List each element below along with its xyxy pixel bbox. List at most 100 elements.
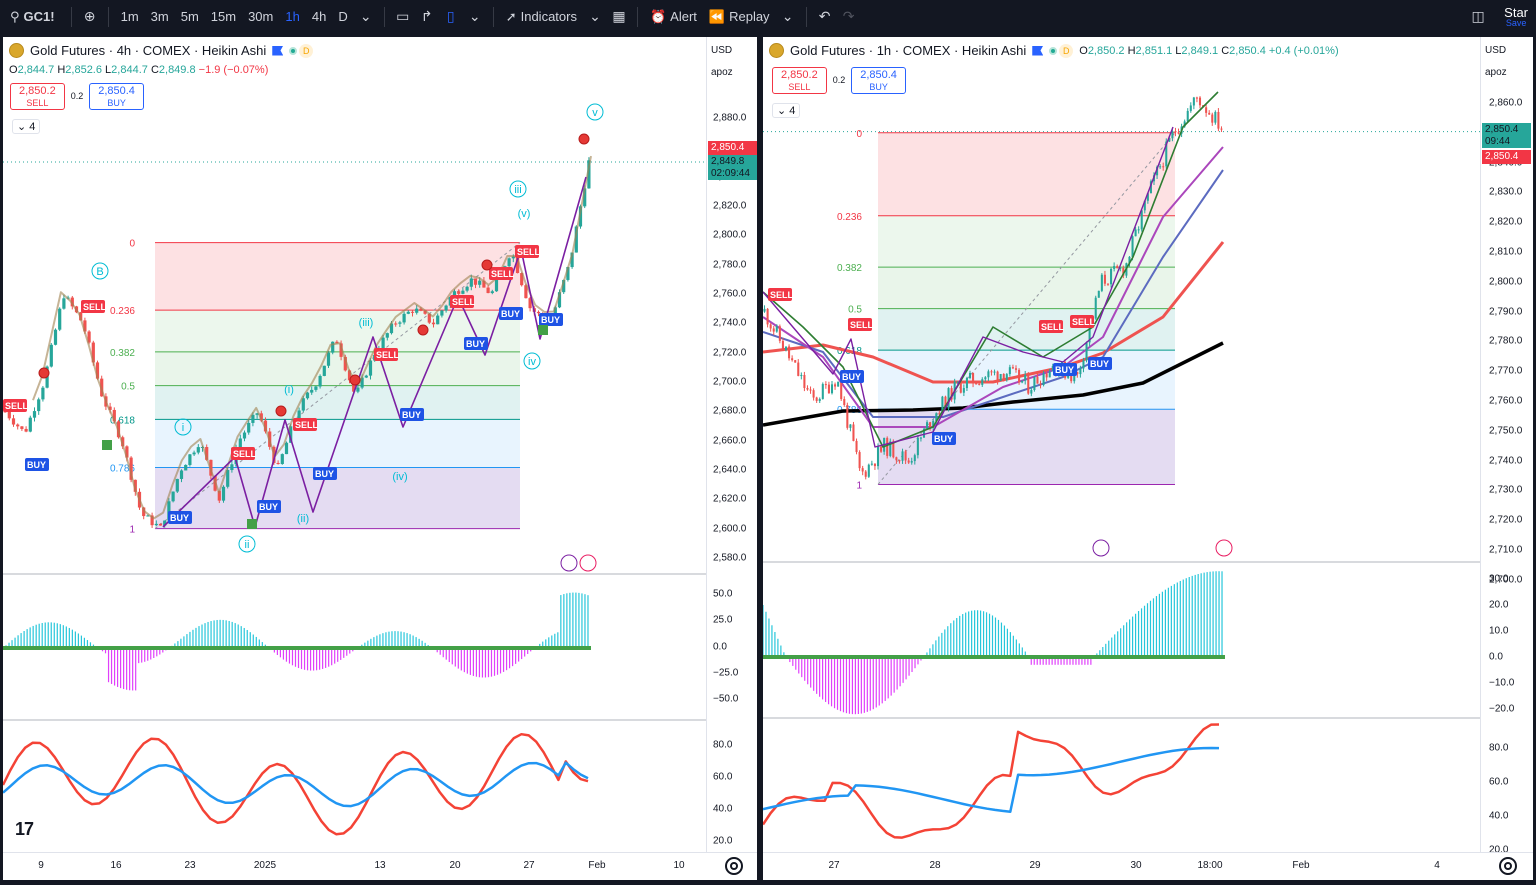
price-candle (70, 297, 74, 307)
exit-marker-icon (38, 367, 50, 379)
symbol-search[interactable]: ⚲ GC1! (0, 9, 65, 25)
sell-label: SELL (788, 81, 811, 92)
currency-selector[interactable]: USD (1485, 45, 1507, 56)
right-chart-pane[interactable]: 0 0.236 0.382 0.5 0.618 0.786 1 SELL SELL SELL SEL… (763, 37, 1533, 880)
indicators-button[interactable]: ➚ Indicators (500, 5, 583, 29)
interval-1m[interactable]: 1m (120, 9, 139, 24)
flag-icon (1032, 45, 1044, 56)
scale-mode-selector[interactable]: apoz (1485, 67, 1507, 78)
left-time-axis[interactable]: 9 16 23 2025 13 20 27 Feb 10 (3, 852, 757, 880)
buy-signal-box (464, 337, 488, 350)
price-candle (901, 451, 904, 461)
sell-button[interactable]: 2,850.2 SELL (772, 67, 827, 94)
last-price-value: 2,850.4 (1485, 124, 1519, 135)
chevron-down-icon[interactable]: ⌄ (781, 8, 794, 24)
left-chart-canvas[interactable]: 0 0.236 0.382 0.5 0.618 0.786 1 SELL SELL SELL SEL… (3, 37, 757, 880)
price-candle (469, 278, 473, 287)
wave-label-v: v (592, 107, 598, 119)
bar-style-icon[interactable]: ▭ (396, 8, 410, 24)
rsi-line (3, 732, 589, 836)
price-tick: 2,660.0 (713, 435, 747, 447)
left-title: Gold Futures · 4h · COMEX · Heikin Ashi (30, 43, 267, 58)
buy-signal: BUY (842, 372, 861, 382)
interval-15m[interactable]: 15m (210, 9, 237, 24)
buy-signal-box (932, 432, 956, 445)
chevron-down-icon[interactable]: ⌄ (589, 8, 601, 24)
price-candle (794, 360, 797, 363)
interval-5m[interactable]: 5m (180, 9, 199, 24)
price-candle (16, 424, 20, 427)
star-save-button[interactable]: Star Save (1504, 6, 1528, 28)
fib-zone (155, 467, 520, 529)
undo-icon[interactable]: ↶ (818, 8, 831, 24)
price-candle (898, 460, 901, 462)
interval-30m[interactable]: 30m (248, 9, 274, 24)
price-candle (83, 320, 87, 332)
price-candle (769, 324, 772, 329)
alert-button[interactable]: ⏰ Alert (644, 5, 703, 29)
status-dot-icon (1049, 46, 1058, 55)
price-candle (326, 352, 331, 366)
chevron-down-icon[interactable]: ⌄ (468, 8, 481, 24)
time-tick: 28 (929, 860, 941, 871)
price-candle (1217, 111, 1220, 129)
price-candle (192, 452, 196, 455)
buy-signal-box (1088, 357, 1112, 370)
price-tick: 2,700.0 (1489, 574, 1523, 586)
buy-signal: BUY (259, 502, 278, 512)
price-candle (797, 362, 800, 376)
price-candle (263, 420, 268, 432)
buy-signal-box (499, 307, 523, 320)
price-candle (1186, 110, 1189, 122)
wave-zigzag (763, 126, 1174, 448)
sell-signal: SELL (1041, 322, 1065, 332)
collapse-indicators-button[interactable]: ⌄ 4 (772, 103, 801, 118)
price-candle (385, 333, 389, 338)
buy-button[interactable]: 2,850.4 BUY (89, 83, 144, 110)
scale-mode-selector[interactable]: apoz (711, 67, 733, 78)
price-candle (440, 310, 444, 316)
interval-3m[interactable]: 3m (150, 9, 169, 24)
replay-button[interactable]: ⏪ Replay (703, 5, 776, 29)
left-price-axis[interactable]: USD apoz 2,880.02,860.02,840.02,820.02,8… (706, 37, 757, 880)
price-candle (247, 422, 251, 433)
price-candle (410, 311, 415, 313)
redo-icon[interactable]: ↷ (842, 8, 855, 24)
buy-button[interactable]: 2,850.4 BUY (851, 67, 906, 94)
layout-grid-icon[interactable]: ▦ (612, 8, 626, 24)
price-candle (858, 452, 861, 469)
chevron-down-icon[interactable]: ⌄ (359, 8, 372, 24)
market-status-badge: D (1049, 43, 1074, 58)
candle-style-icon[interactable]: ▯ (446, 8, 455, 24)
right-time-axis[interactable]: 27 28 29 30 18:00 Feb 4 (763, 852, 1533, 880)
interval-4h[interactable]: 4h (311, 9, 327, 24)
line-style-icon[interactable]: ↱ (420, 8, 433, 24)
sell-signal-box (489, 267, 513, 280)
time-tick: 23 (184, 860, 196, 871)
add-symbol-icon[interactable]: ⊕ (83, 8, 96, 24)
fib-label: 0.618 (110, 415, 135, 426)
price-candle (1082, 360, 1085, 369)
save-label: Save (1505, 17, 1527, 28)
price-tick: 2,720.0 (713, 347, 747, 359)
sell-signal-box (848, 318, 872, 331)
collapse-indicators-button[interactable]: ⌄ 4 (12, 119, 41, 134)
gear-icon[interactable] (1499, 857, 1517, 875)
price-candle (999, 373, 1002, 381)
left-chart-pane[interactable]: 0 0.236 0.382 0.5 0.618 0.786 1 SELL SELL SELL SEL… (3, 37, 757, 880)
currency-selector[interactable]: USD (711, 45, 733, 56)
check-marker-icon (247, 519, 257, 529)
price-candle (179, 470, 184, 479)
panels-icon[interactable]: ◫ (1471, 8, 1485, 24)
sell-button[interactable]: 2,850.2 SELL (10, 83, 65, 110)
gear-icon[interactable] (725, 857, 743, 875)
price-candle (1021, 380, 1024, 383)
interval-1h[interactable]: 1h (285, 9, 300, 24)
search-icon: ⚲ (10, 8, 20, 24)
interval-d[interactable]: D (338, 9, 348, 24)
right-price-axis[interactable]: USD apoz 2,860.02,850.02,840.02,830.02,8… (1480, 37, 1533, 880)
ma-200-line (763, 341, 1224, 427)
wave-label-(v): (v) (518, 208, 531, 220)
price-candle (444, 305, 448, 311)
